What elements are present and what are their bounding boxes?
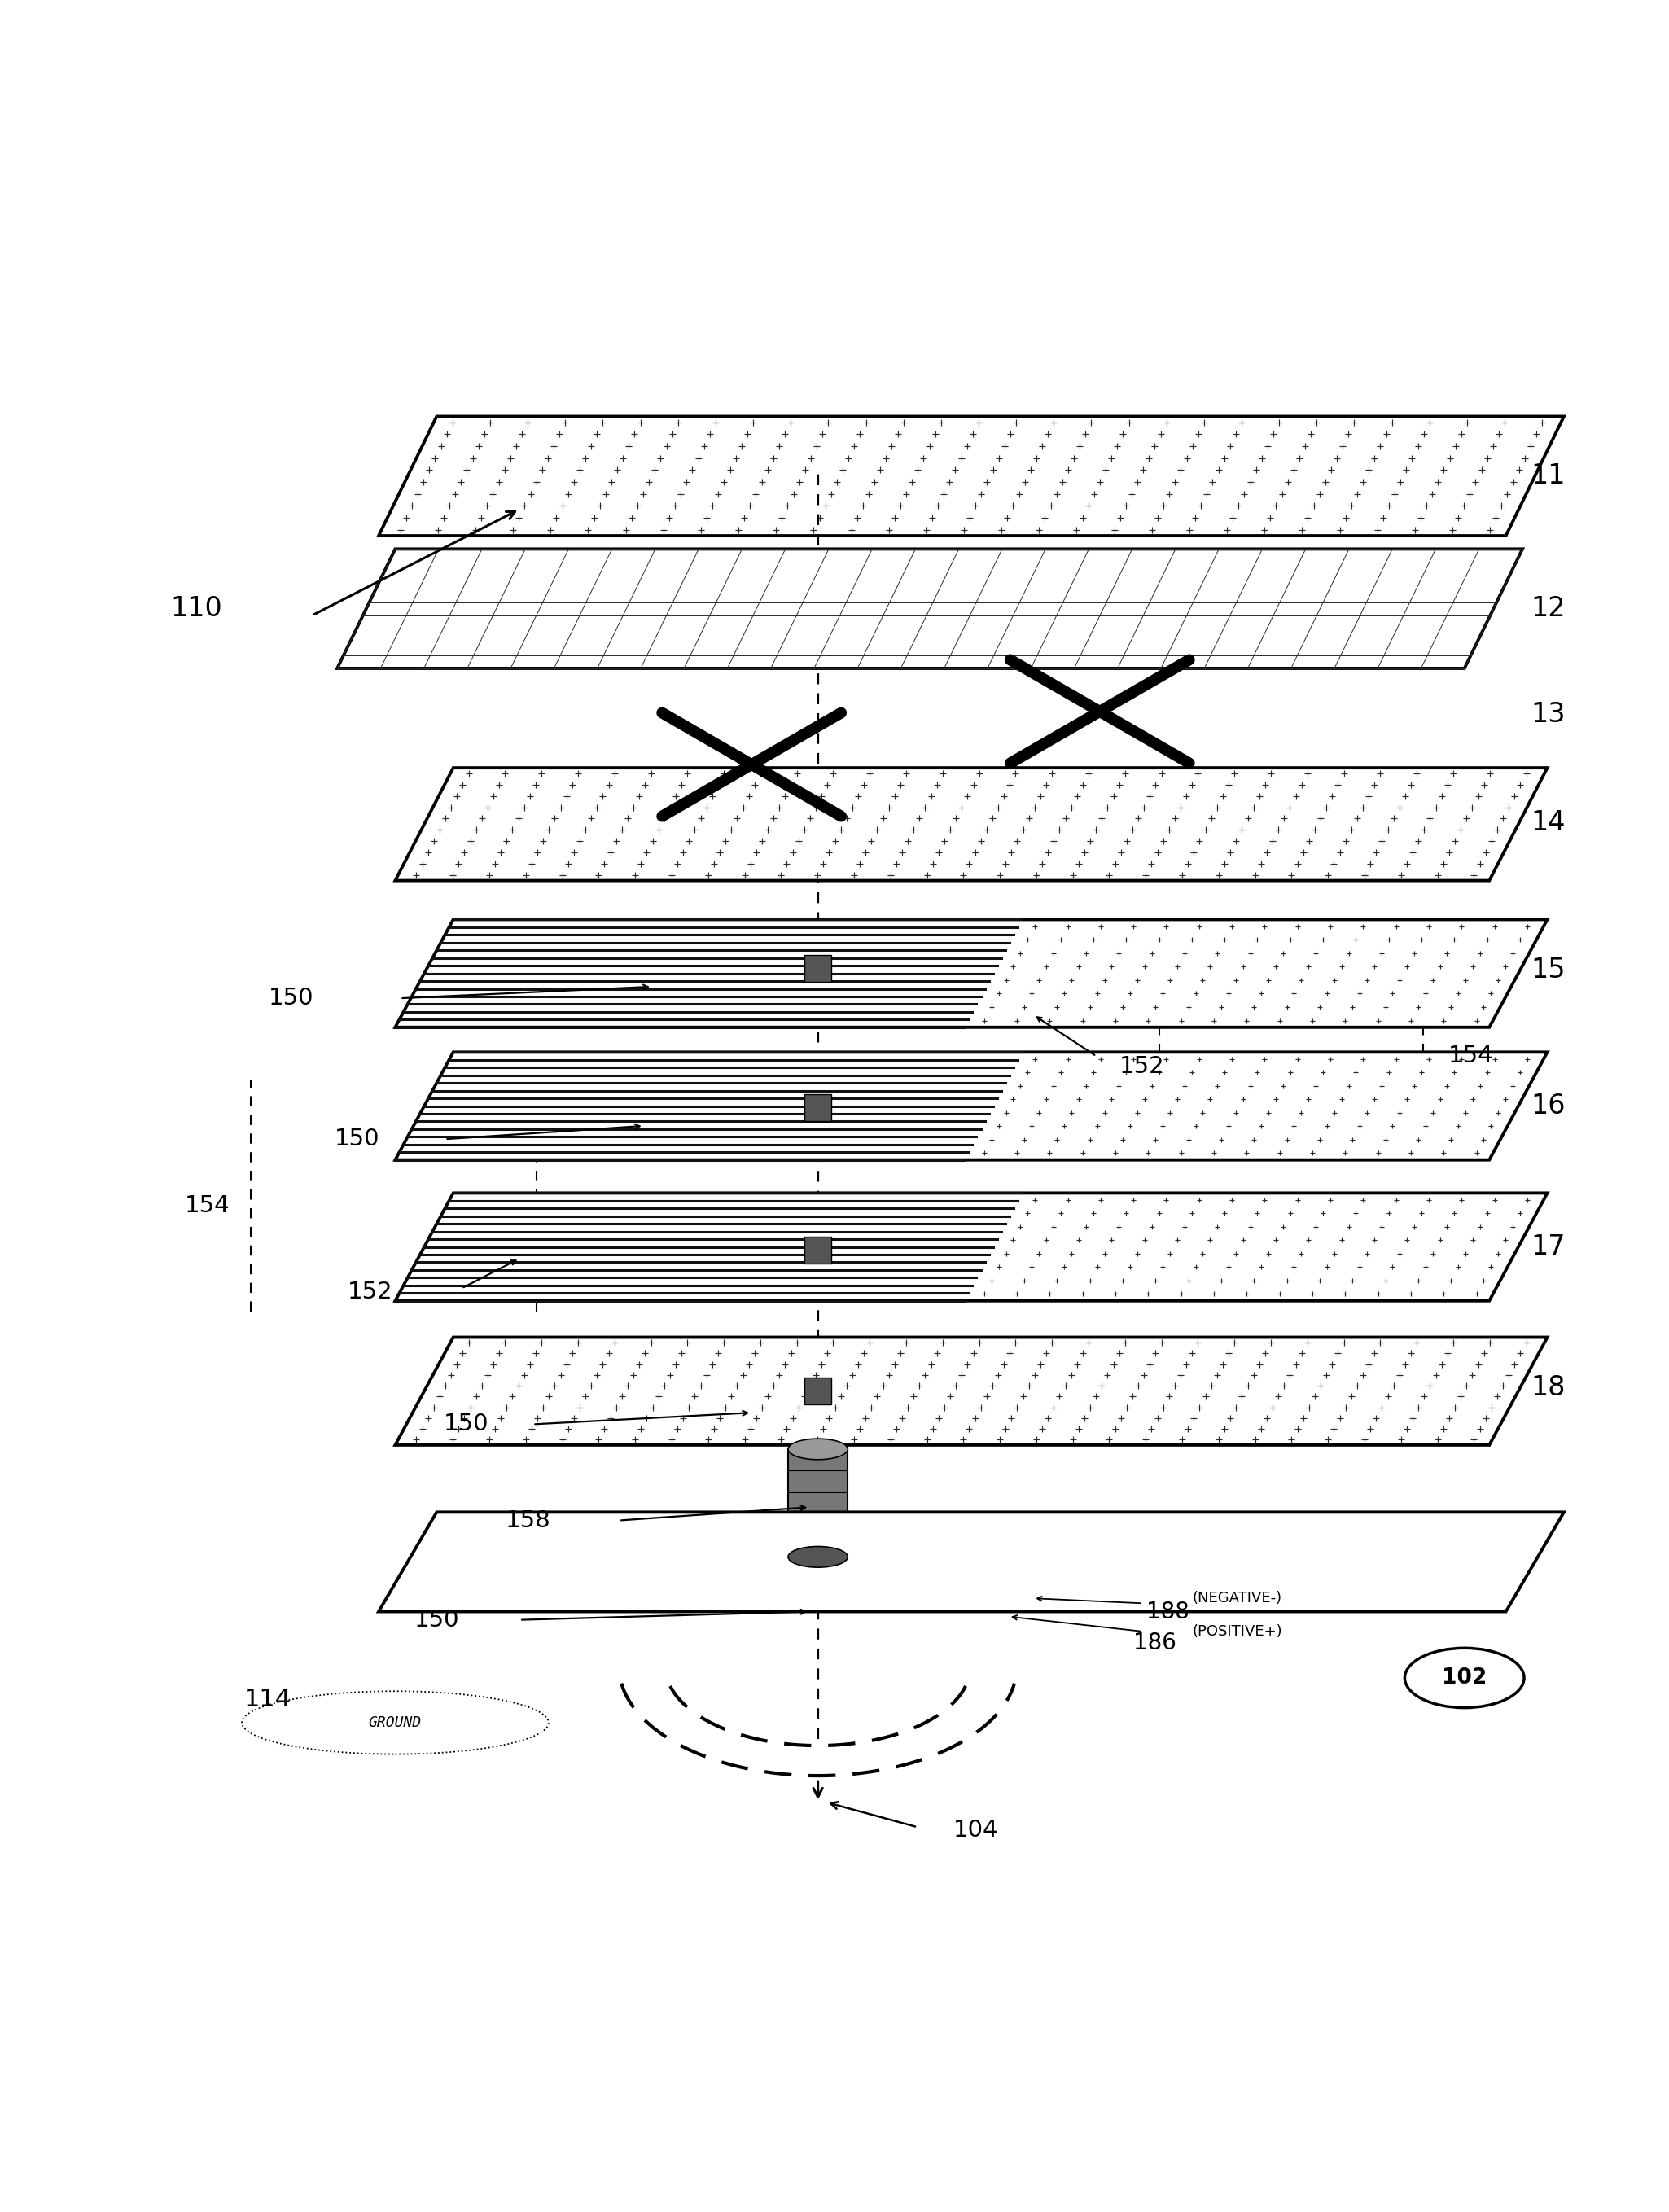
Polygon shape <box>396 920 1547 1026</box>
Bar <box>804 1378 831 1405</box>
Text: 150: 150 <box>444 1413 489 1436</box>
Bar <box>804 1095 831 1121</box>
Text: 15: 15 <box>1530 956 1566 984</box>
Polygon shape <box>379 1513 1564 1613</box>
Text: (NEGATIVE-): (NEGATIVE-) <box>1193 1590 1282 1606</box>
Text: 150: 150 <box>414 1608 459 1630</box>
Text: 110: 110 <box>170 595 222 622</box>
Text: 150: 150 <box>334 1128 379 1150</box>
Text: (POSITIVE+): (POSITIVE+) <box>1193 1624 1282 1639</box>
Text: GROUND: GROUND <box>369 1714 422 1730</box>
Text: 114: 114 <box>244 1688 290 1712</box>
Text: 14: 14 <box>1530 810 1566 836</box>
Text: 150: 150 <box>269 987 314 1009</box>
Text: 152: 152 <box>347 1281 392 1303</box>
Polygon shape <box>337 549 1522 668</box>
Text: 154: 154 <box>1447 1044 1494 1068</box>
Text: 158: 158 <box>506 1509 551 1533</box>
Text: 154: 154 <box>185 1194 230 1217</box>
Polygon shape <box>396 1192 1547 1301</box>
Polygon shape <box>396 1053 1547 1159</box>
Ellipse shape <box>788 1546 848 1568</box>
Polygon shape <box>396 768 1547 880</box>
Text: 152: 152 <box>1120 1055 1165 1077</box>
Text: 17: 17 <box>1530 1234 1566 1261</box>
Ellipse shape <box>788 1438 848 1460</box>
Ellipse shape <box>1405 1648 1524 1708</box>
Text: 186: 186 <box>1133 1632 1177 1655</box>
Text: 104: 104 <box>953 1818 998 1843</box>
Bar <box>804 1237 831 1263</box>
Text: 188: 188 <box>1147 1599 1190 1624</box>
Polygon shape <box>379 416 1564 535</box>
Text: 102: 102 <box>1442 1668 1487 1688</box>
Text: 18: 18 <box>1530 1374 1566 1400</box>
Text: 11: 11 <box>1530 462 1566 489</box>
Polygon shape <box>396 1338 1547 1444</box>
Bar <box>804 956 831 982</box>
Bar <box>788 1449 848 1557</box>
Text: 13: 13 <box>1530 701 1566 728</box>
Text: 12: 12 <box>1530 595 1566 622</box>
Text: 16: 16 <box>1530 1093 1566 1119</box>
